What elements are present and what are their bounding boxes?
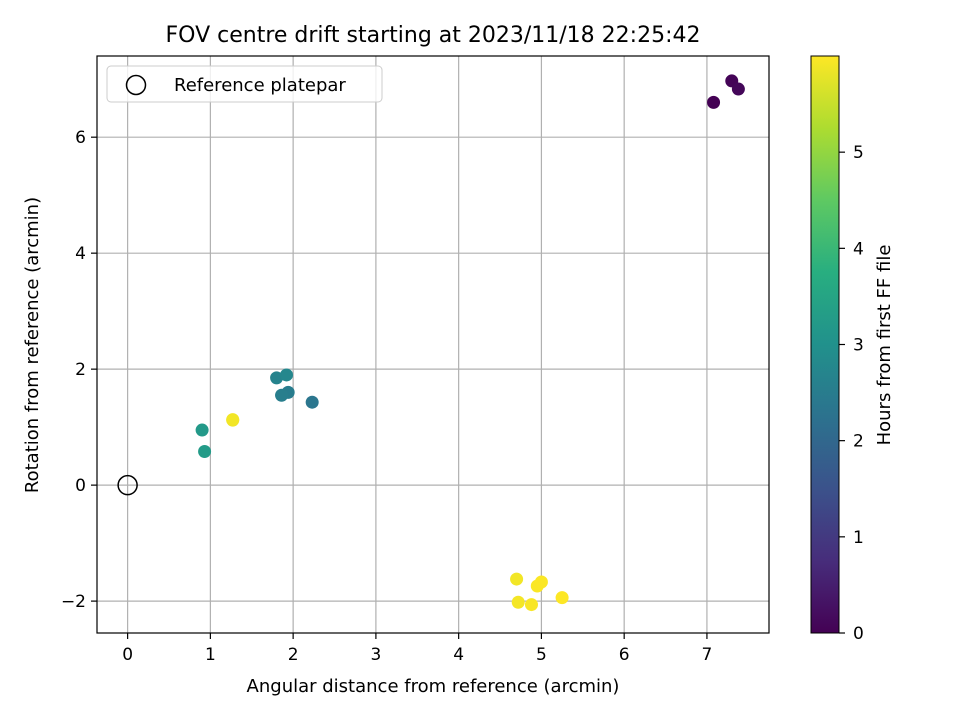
scatter-point [524,598,538,612]
scatter-point [280,368,294,382]
x-tick-label: 1 [205,645,216,665]
scatter-point [555,591,569,605]
colorbar-tick-label: 1 [853,528,864,548]
legend: Reference platepar [106,65,383,103]
legend-box [106,65,383,103]
colorbar-label: Hours from first FF file [874,245,895,446]
legend-label-reference: Reference platepar [174,75,346,96]
colorbar-tick-label: 5 [853,143,864,163]
y-axis-label: Rotation from reference (arcmin) [22,197,43,493]
scatter-point [198,444,212,458]
reference-platepar-marker [117,474,138,496]
x-tick-label: 5 [536,645,547,665]
x-tick-label: 3 [370,645,381,665]
chart-title: FOV centre drift starting at 2023/11/18 … [166,23,701,48]
x-axis-label: Angular distance from reference (arcmin) [247,676,620,697]
data-points [117,74,745,612]
legend-marker-reference [125,74,147,96]
scatter-point [305,395,319,409]
y-tick-label: 0 [75,476,86,496]
y-ticks: −2 0 2 4 6 [61,128,97,612]
colorbar-tick-label: 2 [853,432,864,452]
colorbar: 0 1 2 3 4 5 Hours from first FF file [810,55,895,644]
colorbar-tick-label: 3 [853,336,864,356]
x-tick-label: 2 [288,645,299,665]
colorbar-tick-label: 0 [853,624,864,644]
y-tick-label: 2 [75,360,86,380]
scatter-point [707,95,721,109]
x-tick-label: 4 [453,645,464,665]
y-tick-label: 4 [75,244,86,264]
x-ticks: 0 1 2 3 4 5 6 7 [122,633,712,665]
colorbar-gradient [810,55,840,634]
grid [97,56,769,633]
y-tick-label: 6 [75,128,86,148]
scatter-point [511,595,525,609]
scatter-point [510,572,524,586]
colorbar-tick-label: 4 [853,239,864,259]
plot-frame [96,55,770,634]
scatter-point [195,423,209,437]
y-tick-label: −2 [61,592,86,612]
x-tick-label: 6 [619,645,630,665]
scatter-point [534,575,548,589]
colorbar-ticks: 0 1 2 3 4 5 [839,143,864,644]
scatter-point [275,388,289,402]
x-tick-label: 7 [702,645,713,665]
scatter-point [731,82,745,96]
x-tick-label: 0 [122,645,133,665]
scatter-point [226,413,240,427]
scatter-point [270,371,284,385]
